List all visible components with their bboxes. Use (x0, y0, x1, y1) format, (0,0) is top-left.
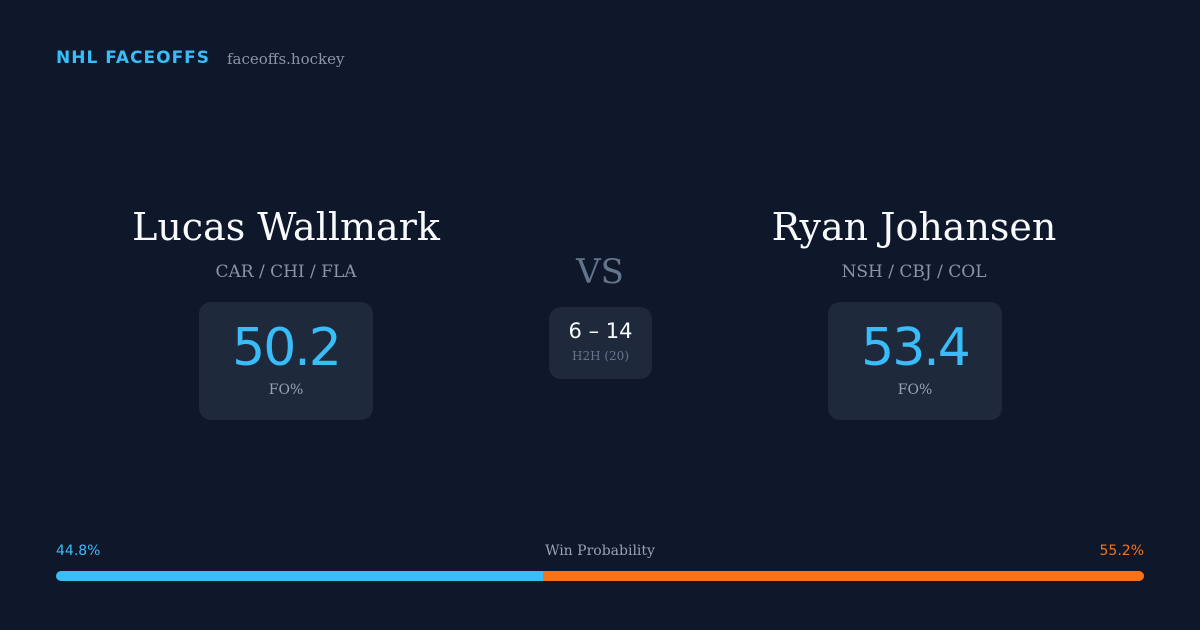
vs: VS (576, 252, 624, 292)
fo-pct: 53.4 (861, 318, 971, 378)
player-name: Lucas Wallmark (132, 205, 440, 249)
h2h-score: 6 – 14 (568, 319, 633, 343)
fo-label: FO% (897, 382, 933, 398)
h2h-label: H2H (20) (571, 349, 629, 363)
player-right: Ryan Johansen NSH / CBJ / COL 53.4 FO% (664, 0, 1164, 630)
fo-label: FO% (268, 382, 304, 398)
win-prob-segment (56, 571, 544, 581)
player-teams: NSH / CBJ / COL (841, 262, 987, 282)
h2h-box: 6 – 14 H2H (20) (549, 307, 652, 379)
win-prob-left: 44.8% (56, 543, 101, 559)
win-prob-bar (56, 571, 1144, 581)
fo-box: 50.2 FO% (199, 302, 373, 420)
player-left: Lucas Wallmark CAR / CHI / FLA 50.2 FO% (36, 0, 536, 630)
player-teams: CAR / CHI / FLA (215, 262, 357, 282)
win-prob-right: 55.2% (1099, 543, 1144, 559)
player-name: Ryan Johansen (771, 205, 1057, 249)
fo-box: 53.4 FO% (828, 302, 1002, 420)
brand: NHL FACEOFFS (56, 48, 211, 68)
site: faceoffs.hockey (227, 50, 345, 68)
win-prob-title: Win Probability (545, 543, 655, 559)
win-prob-segment (543, 571, 1144, 581)
fo-pct: 50.2 (232, 318, 342, 378)
